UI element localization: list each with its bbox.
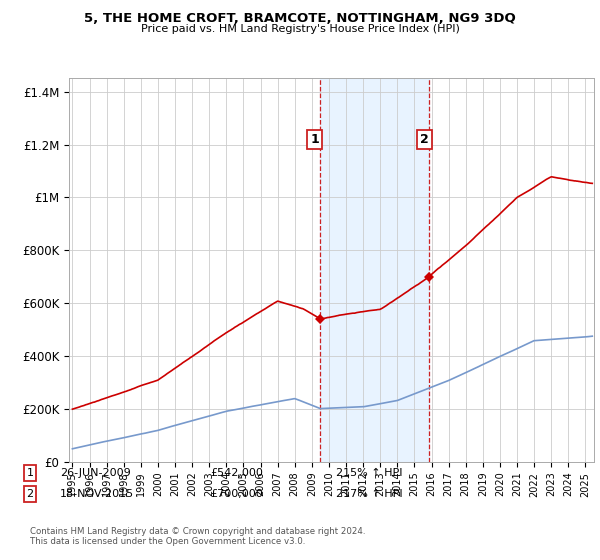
Text: Contains HM Land Registry data © Crown copyright and database right 2024.
This d: Contains HM Land Registry data © Crown c… [30, 526, 365, 546]
Text: 217% ↑ HPI: 217% ↑ HPI [336, 489, 403, 499]
Text: 1: 1 [26, 468, 34, 478]
Text: 2: 2 [26, 489, 34, 499]
Text: 18-NOV-2015: 18-NOV-2015 [60, 489, 134, 499]
Text: 5, THE HOME CROFT, BRAMCOTE, NOTTINGHAM, NG9 3DQ: 5, THE HOME CROFT, BRAMCOTE, NOTTINGHAM,… [84, 12, 516, 25]
Text: Price paid vs. HM Land Registry's House Price Index (HPI): Price paid vs. HM Land Registry's House … [140, 24, 460, 34]
Text: 1: 1 [311, 133, 319, 146]
Text: £700,000: £700,000 [210, 489, 263, 499]
Text: 2: 2 [420, 133, 429, 146]
Bar [320, 78, 430, 462]
Text: 215% ↑ HPI: 215% ↑ HPI [336, 468, 403, 478]
Text: £542,000: £542,000 [210, 468, 263, 478]
Text: 26-JUN-2009: 26-JUN-2009 [60, 468, 131, 478]
